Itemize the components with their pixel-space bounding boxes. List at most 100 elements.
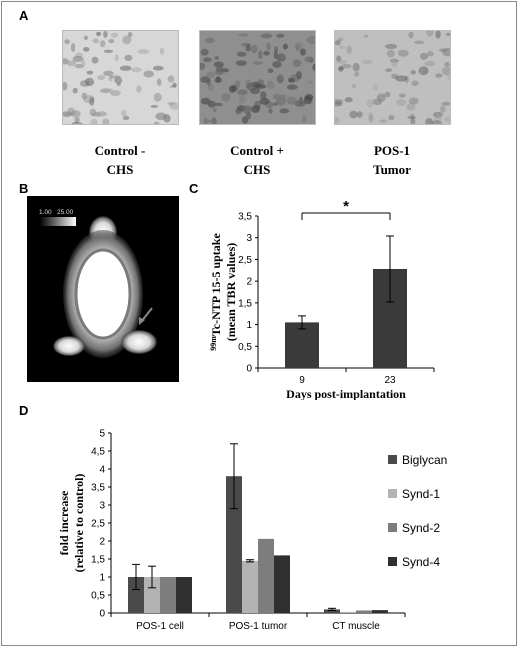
cell-nucleus — [153, 121, 160, 124]
cell-nucleus — [200, 97, 211, 105]
cell-nucleus — [410, 70, 416, 75]
x-axis-label: Days post-implantation — [286, 387, 406, 400]
cell-nucleus — [102, 88, 113, 92]
cell-nucleus — [103, 49, 114, 53]
cell-nucleus — [298, 96, 304, 106]
cell-nucleus — [294, 42, 303, 50]
panel-d-letter: D — [19, 403, 29, 418]
cell-nucleus — [257, 79, 264, 86]
cell-nucleus — [274, 46, 278, 53]
cell-nucleus — [238, 33, 249, 37]
cell-nucleus — [70, 43, 76, 52]
y-tick-label: 4 — [99, 465, 105, 476]
cell-nucleus — [114, 54, 119, 62]
bar — [242, 560, 258, 613]
bar — [144, 577, 160, 613]
cell-nucleus — [272, 61, 282, 68]
cell-nucleus — [266, 80, 275, 90]
cell-nucleus — [206, 119, 218, 123]
cell-nucleus — [172, 82, 177, 88]
scale-max-label: 25.00 — [57, 209, 74, 216]
cell-nucleus — [63, 81, 68, 91]
legend-label: Biglycan — [402, 453, 447, 467]
chart-d: 0 0,5 1 1,5 2 2,5 3 3,5 4 4,5 5 POS-1 cell POS-1 tum… — [57, 429, 447, 633]
cell-nucleus — [292, 59, 302, 67]
cell-nucleus — [418, 66, 429, 76]
cell-nucleus — [376, 93, 386, 102]
cell-nucleus — [83, 35, 88, 40]
cell-nucleus — [221, 93, 231, 102]
cell-nucleus — [108, 39, 115, 44]
cell-nucleus — [272, 102, 278, 106]
cell-nucleus — [245, 112, 252, 120]
cell-nucleus — [286, 84, 298, 90]
y-tick-label: 0 — [246, 364, 252, 375]
cell-nucleus — [109, 75, 121, 79]
cell-nucleus — [372, 84, 379, 91]
cell-nucleus — [103, 31, 108, 38]
cell-nucleus — [431, 120, 443, 124]
cell-nucleus — [441, 101, 450, 106]
cell-nucleus — [143, 70, 154, 78]
cell-nucleus — [95, 111, 107, 117]
cell-nucleus — [444, 61, 450, 67]
cell-nucleus — [100, 40, 106, 48]
cell-nucleus — [200, 76, 210, 83]
cell-nucleus — [235, 60, 247, 66]
cell-nucleus — [351, 83, 357, 89]
cell-nucleus — [435, 31, 441, 39]
legend-label: Synd-4 — [402, 555, 440, 569]
cell-nucleus — [212, 107, 217, 113]
cell-nucleus — [259, 97, 270, 105]
cell-nucleus — [288, 77, 293, 83]
y-axis-label-line-2: (relative to control) — [72, 474, 86, 573]
cell-nucleus — [276, 33, 285, 38]
y-tick-label: 1 — [246, 320, 252, 331]
cell-nucleus — [122, 35, 132, 45]
y-axis-label: fold increase (relative to control) — [57, 474, 86, 573]
cell-nucleus — [356, 111, 363, 118]
cell-nucleus — [396, 99, 407, 106]
cell-nucleus — [442, 66, 450, 76]
cell-nucleus — [131, 67, 142, 73]
cell-nucleus — [204, 37, 215, 43]
cell-nucleus — [435, 73, 443, 78]
cell-nucleus — [235, 108, 242, 115]
mouse-silhouette — [53, 216, 157, 358]
bar — [285, 322, 319, 368]
cell-nucleus — [397, 49, 409, 57]
caption-pos1-tumor: POS-1 Tumor — [373, 143, 411, 177]
cell-nucleus — [425, 117, 433, 124]
cell-nucleus — [335, 40, 341, 46]
cell-nucleus — [97, 74, 106, 81]
cell-nucleus — [92, 38, 99, 44]
panel-b-letter: B — [19, 181, 29, 196]
cell-nucleus — [354, 71, 360, 77]
cell-nucleus — [438, 48, 447, 52]
y-axis-label-line-1: 99mTc-NTP 15-5 uptake — [209, 233, 223, 351]
y-tick-label: 0,5 — [91, 591, 105, 602]
cell-nucleus — [96, 31, 101, 37]
y-tick-label: 2 — [246, 277, 252, 288]
cell-nucleus — [215, 65, 223, 73]
cell-nucleus — [426, 31, 434, 37]
cell-nucleus — [234, 80, 241, 89]
cell-nucleus — [445, 32, 450, 37]
bar — [356, 610, 372, 613]
cell-nucleus — [167, 75, 175, 83]
cell-nucleus — [64, 39, 70, 45]
cell-nucleus — [110, 32, 119, 38]
cell-nucleus — [344, 97, 353, 103]
cell-nucleus — [338, 45, 346, 50]
y-tick-label: 3 — [99, 501, 105, 512]
cell-nucleus — [251, 105, 261, 113]
micrograph-control-plus-chs — [199, 30, 316, 125]
x-tick-label: CT muscle — [332, 621, 380, 632]
cell-nucleus — [102, 118, 110, 124]
y-tick-label: 0,5 — [238, 342, 252, 353]
cell-nucleus — [395, 75, 408, 82]
bar — [274, 555, 290, 613]
cell-nucleus — [159, 47, 165, 55]
y-tick-label: 2 — [99, 537, 105, 548]
cell-nucleus — [384, 91, 391, 98]
